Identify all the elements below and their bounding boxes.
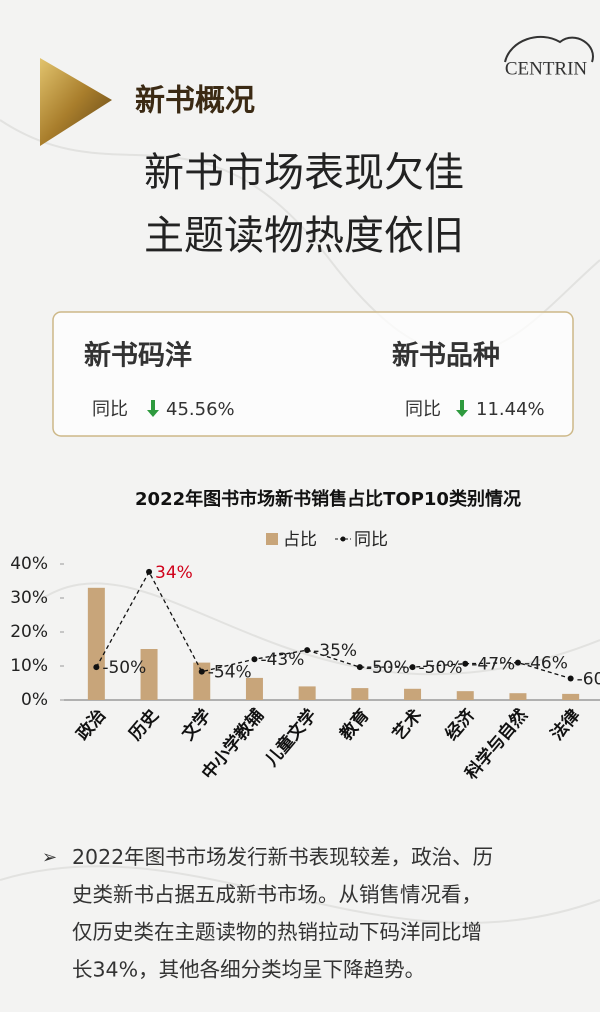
stat-label: 新书码洋 xyxy=(84,340,192,372)
point xyxy=(409,664,416,671)
legend-swatch xyxy=(266,533,278,545)
point xyxy=(251,656,258,663)
bar xyxy=(245,677,263,700)
y-tick-label: 0% xyxy=(21,690,48,710)
point xyxy=(93,664,100,671)
point xyxy=(514,659,521,666)
bullet: ➢ xyxy=(42,847,57,868)
y-tick-label: 40% xyxy=(10,554,48,574)
bar xyxy=(562,693,580,700)
point xyxy=(198,668,205,675)
bar xyxy=(351,688,369,700)
value-label: -54% xyxy=(208,663,252,683)
value-label: -35% xyxy=(313,641,357,661)
bar xyxy=(298,686,316,700)
legend-label: 占比 xyxy=(283,530,317,550)
bar xyxy=(509,693,527,700)
summary-line: 仅历史类在主题读物的热销拉动下码洋同比增 xyxy=(72,920,482,944)
point xyxy=(567,675,574,682)
point xyxy=(146,568,153,575)
down-arrow xyxy=(456,400,468,417)
y-tick-label: 20% xyxy=(10,622,48,642)
point xyxy=(462,660,469,667)
summary-line: 长34%，其他各细分类均呈下降趋势。 xyxy=(72,958,425,982)
legend-label: 同比 xyxy=(354,530,388,550)
value-label: -50% xyxy=(419,658,463,678)
stats-card xyxy=(52,311,574,437)
summary: 2022年图书市场发行新书表现较差，政治、历史类新书占据五成新书市场。从销售情况… xyxy=(72,845,493,982)
value-label: -46% xyxy=(524,654,568,674)
headline: 新书市场表现欠佳 xyxy=(144,150,464,196)
stat-label: 新书品种 xyxy=(392,340,500,372)
y-tick-label: 10% xyxy=(10,656,48,676)
stat-prefix: 同比 xyxy=(92,399,128,420)
bar xyxy=(140,649,158,700)
y-tick-label: 30% xyxy=(10,588,48,608)
bar xyxy=(404,688,422,700)
point xyxy=(304,647,311,654)
stat-prefix: 同比 xyxy=(405,399,441,420)
summary-line: 史类新书占据五成新书市场。从销售情况看， xyxy=(72,883,482,907)
bar xyxy=(193,662,211,700)
value-label: -50% xyxy=(366,658,410,678)
stat-change: 11.44% xyxy=(476,399,545,420)
logo: CENTRIN xyxy=(505,58,588,79)
gold-triangle xyxy=(40,58,112,146)
legend-swatch xyxy=(340,536,346,542)
section-title: 新书概况 xyxy=(135,84,255,119)
value-label: -50% xyxy=(102,658,146,678)
value-label: -60% xyxy=(577,669,600,689)
value-label: -43% xyxy=(260,650,304,670)
bar xyxy=(87,587,105,700)
bar xyxy=(456,691,474,700)
stat-change: 45.56% xyxy=(166,399,235,420)
logo-cloud xyxy=(504,35,594,63)
summary-line: 2022年图书市场发行新书表现较差，政治、历 xyxy=(72,845,493,869)
chart-title: 2022年图书市场新书销售占比TOP10类别情况 xyxy=(135,488,521,510)
value-label: 34% xyxy=(155,563,193,583)
value-label: -47% xyxy=(471,655,515,675)
point xyxy=(356,664,363,671)
headline: 主题读物热度依旧 xyxy=(144,213,464,259)
down-arrow xyxy=(147,400,159,417)
